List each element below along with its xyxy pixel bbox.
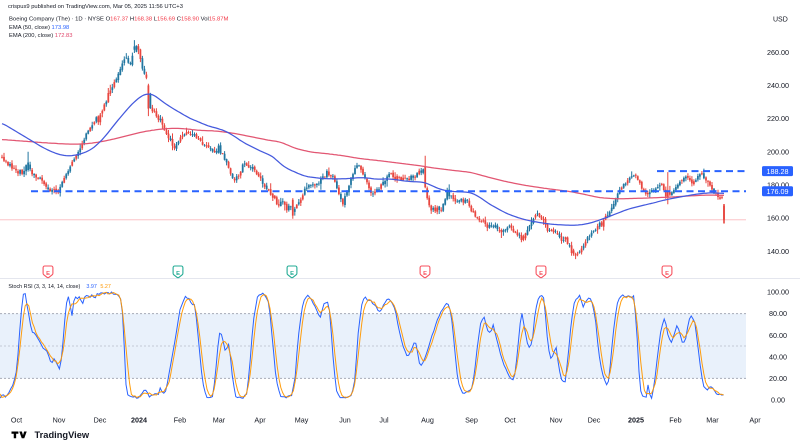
svg-text:260.00: 260.00: [767, 48, 789, 57]
svg-text:E: E: [176, 271, 180, 277]
svg-text:E: E: [539, 271, 543, 277]
svg-text:Dec: Dec: [588, 415, 601, 424]
svg-text:40.00: 40.00: [769, 352, 787, 361]
svg-text:Oct: Oct: [504, 415, 515, 424]
svg-text:176.09: 176.09: [767, 187, 789, 196]
svg-text:Nov: Nov: [53, 415, 66, 424]
svg-text:E: E: [290, 271, 294, 277]
svg-text:Jul: Jul: [379, 415, 389, 424]
svg-text:Oct: Oct: [11, 415, 22, 424]
svg-text:May: May: [295, 415, 309, 424]
svg-text:E: E: [665, 271, 669, 277]
svg-text:20.00: 20.00: [769, 374, 787, 383]
svg-text:200.00: 200.00: [767, 147, 789, 156]
svg-text:Feb: Feb: [174, 415, 186, 424]
svg-text:Stoch RSI (3, 3, 14, 14, close: Stoch RSI (3, 3, 14, 14, close) 3.97 5.27: [8, 284, 111, 290]
svg-text:160.00: 160.00: [767, 214, 789, 223]
svg-text:Apr: Apr: [749, 415, 761, 424]
svg-text:100.00: 100.00: [767, 288, 789, 297]
svg-text:140.00: 140.00: [767, 247, 789, 256]
svg-text:240.00: 240.00: [767, 81, 789, 90]
svg-text:180.00: 180.00: [767, 181, 789, 190]
svg-text:Feb: Feb: [669, 415, 681, 424]
svg-text:Mar: Mar: [213, 415, 226, 424]
svg-text:Sep: Sep: [465, 415, 478, 424]
svg-text:EMA (50, close) 173.98: EMA (50, close) 173.98: [9, 25, 69, 31]
svg-text:60.00: 60.00: [769, 331, 787, 340]
svg-text:220.00: 220.00: [767, 114, 789, 123]
svg-text:EMA (200, close) 172.83: EMA (200, close) 172.83: [9, 33, 72, 39]
svg-text:Mar: Mar: [706, 415, 719, 424]
svg-text:0.00: 0.00: [771, 396, 785, 405]
svg-text:Apr: Apr: [254, 415, 266, 424]
svg-text:2024: 2024: [131, 415, 147, 424]
svg-text:80.00: 80.00: [769, 309, 787, 318]
svg-text:crispus9 published on TradingV: crispus9 published on TradingView.com, M…: [8, 4, 183, 10]
svg-text:2025: 2025: [628, 415, 644, 424]
svg-text:USD: USD: [773, 17, 788, 24]
svg-text:Aug: Aug: [421, 415, 434, 424]
svg-text:188.28: 188.28: [767, 167, 789, 176]
svg-text:Nov: Nov: [550, 415, 563, 424]
svg-text:E: E: [423, 271, 427, 277]
svg-text:E: E: [46, 271, 50, 277]
svg-text:TradingView: TradingView: [35, 430, 90, 440]
svg-text:Dec: Dec: [94, 415, 107, 424]
svg-text:Boeing Company (The) · 1D · NY: Boeing Company (The) · 1D · NYSE O167.37…: [9, 16, 229, 22]
svg-text:Jun: Jun: [339, 415, 351, 424]
